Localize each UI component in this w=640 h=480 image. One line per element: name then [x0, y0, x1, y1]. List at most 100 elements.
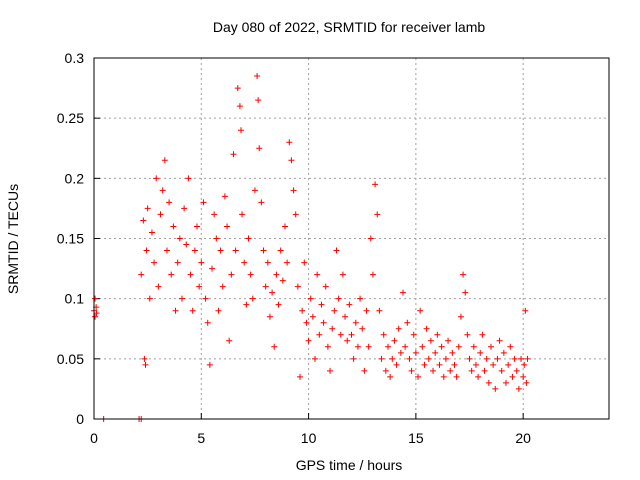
data-point: [204, 319, 211, 326]
x-tick-label: 20: [515, 430, 531, 446]
data-point: [249, 295, 256, 302]
data-point: [524, 355, 531, 362]
data-point: [485, 379, 492, 386]
data-point: [292, 211, 299, 218]
data-point: [266, 313, 273, 320]
data-point: [327, 367, 334, 374]
data-point: [256, 145, 263, 152]
data-point: [224, 223, 231, 230]
data-point: [236, 103, 243, 110]
data-point: [297, 373, 303, 380]
data-point: [339, 271, 346, 278]
data-point: [301, 259, 308, 266]
data-point: [408, 367, 415, 374]
data-point: [498, 367, 505, 374]
data-point: [369, 271, 376, 278]
data-point: [234, 85, 241, 92]
data-point: [181, 205, 188, 212]
data-point: [423, 325, 430, 332]
data-point: [346, 301, 353, 308]
data-point: [166, 199, 173, 206]
data-point: [513, 367, 520, 374]
data-point: [138, 271, 145, 278]
data-point: [320, 319, 327, 326]
data-point: [402, 343, 409, 350]
data-point: [329, 325, 336, 332]
data-point: [309, 313, 316, 320]
data-point: [490, 361, 497, 368]
data-point: [279, 277, 286, 284]
data-point: [337, 331, 344, 338]
data-point: [258, 199, 265, 206]
data-point: [324, 343, 331, 350]
y-tick-label: 0.15: [57, 231, 84, 247]
data-point: [307, 295, 314, 302]
data-point: [400, 289, 406, 296]
data-point: [232, 247, 239, 254]
data-point: [305, 337, 312, 344]
data-point: [294, 283, 301, 290]
data-point: [507, 343, 514, 350]
data-point: [151, 259, 158, 266]
data-point: [316, 331, 323, 338]
data-point: [348, 331, 355, 338]
data-point: [470, 343, 477, 350]
data-point: [384, 343, 391, 350]
x-tick-label: 15: [408, 430, 424, 446]
data-point: [417, 307, 424, 314]
data-point: [228, 271, 235, 278]
data-point: [503, 379, 509, 386]
data-point: [511, 355, 518, 362]
data-point: [395, 325, 402, 332]
data-point: [397, 349, 404, 356]
data-point: [140, 217, 147, 224]
data-point: [168, 271, 175, 278]
data-point: [303, 319, 310, 326]
data-points: [91, 73, 531, 422]
chart-title: Day 080 of 2022, SRMTID for receiver lam…: [213, 19, 486, 35]
data-point: [170, 223, 177, 230]
data-point: [352, 319, 359, 326]
data-point: [191, 247, 198, 254]
data-point: [494, 355, 501, 362]
data-point: [241, 259, 248, 266]
data-point: [157, 211, 164, 218]
data-point: [515, 385, 522, 392]
data-point: [269, 289, 276, 296]
y-tick-label: 0.05: [57, 351, 84, 367]
data-point: [380, 331, 387, 338]
data-point: [354, 343, 361, 350]
data-point: [350, 355, 357, 362]
data-point: [163, 247, 170, 254]
data-point: [239, 211, 246, 218]
data-point: [436, 361, 443, 368]
data-point: [141, 355, 148, 362]
data-point: [466, 355, 473, 362]
data-point: [146, 295, 153, 302]
data-point: [331, 307, 338, 314]
data-point: [155, 283, 162, 290]
data-point: [243, 301, 250, 308]
data-point: [271, 343, 278, 350]
data-point: [421, 361, 428, 368]
y-tick-label: 0: [76, 411, 84, 427]
data-point: [372, 181, 379, 188]
data-point: [333, 247, 340, 254]
y-tick-label: 0.1: [65, 291, 85, 307]
data-point: [219, 283, 226, 290]
data-point: [481, 367, 488, 374]
data-point: [273, 271, 280, 278]
data-point: [487, 343, 494, 350]
data-point: [92, 295, 99, 302]
data-point: [447, 367, 454, 374]
data-point: [442, 355, 449, 362]
data-point: [174, 259, 181, 266]
data-point: [264, 259, 271, 266]
data-point: [404, 319, 411, 326]
data-point: [209, 265, 216, 272]
data-point: [419, 343, 426, 350]
data-point: [522, 307, 529, 314]
data-point: [277, 247, 284, 254]
data-point: [189, 307, 196, 314]
data-point: [226, 337, 233, 344]
